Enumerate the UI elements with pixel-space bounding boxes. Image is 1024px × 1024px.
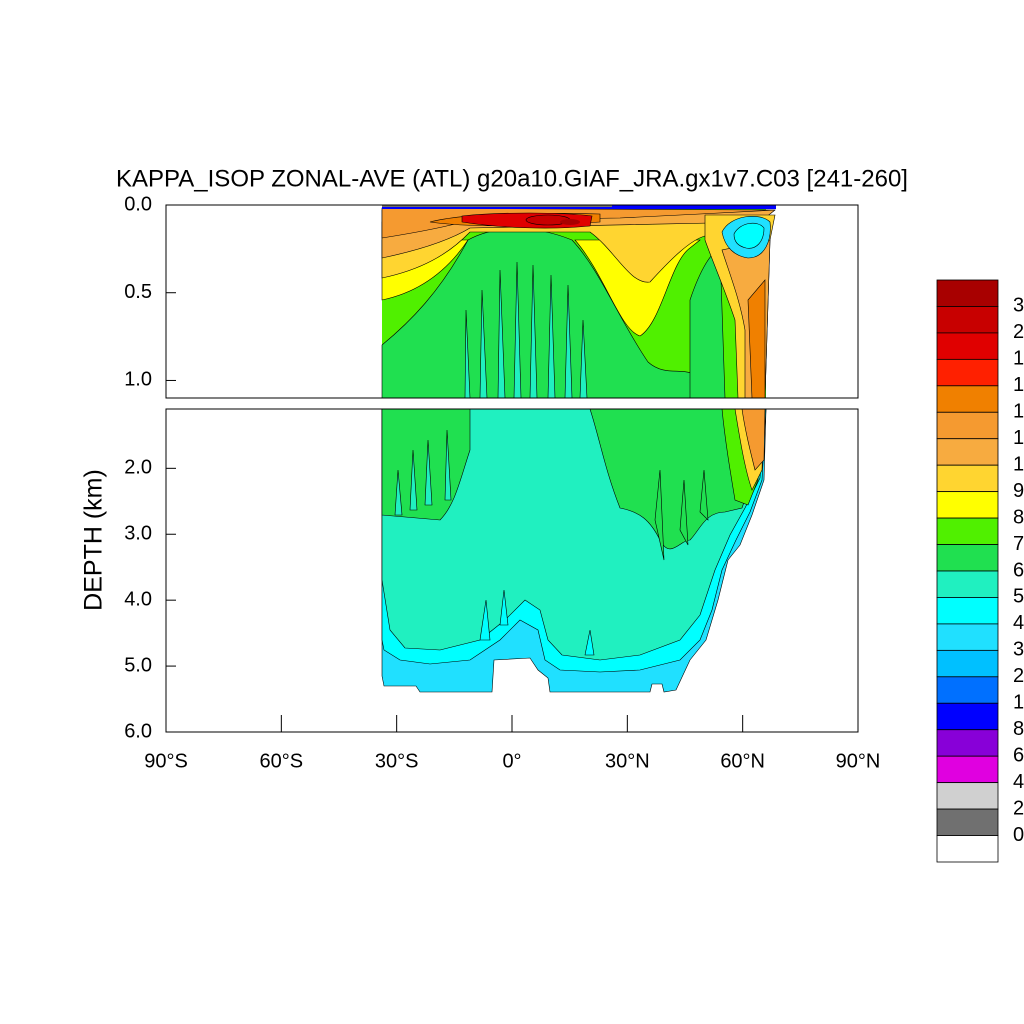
colorbar-label: 1: [1013, 453, 1024, 475]
y-tick-label: 4.0: [124, 588, 152, 610]
field-lower: [381, 409, 767, 693]
layer: [574, 239, 701, 337]
colorbar-label: 9: [1013, 480, 1024, 502]
colorbar-box: [936, 570, 999, 598]
colorbar-label: 1: [1013, 427, 1024, 449]
colorbar-label: 0: [1013, 824, 1024, 846]
colorbar-label: 8: [1013, 506, 1024, 528]
colorbar-box: [936, 306, 999, 334]
layer: [733, 222, 765, 249]
colorbar-box: [936, 438, 999, 466]
colorbar-label: 5: [1013, 586, 1024, 608]
colorbar-box: [936, 411, 999, 440]
streaks: [479, 589, 595, 656]
y-tick-label: 1.0: [124, 369, 152, 391]
x-tick-label: 60°N: [720, 750, 765, 772]
panel-frame: [165, 204, 859, 399]
colorbar-box: [936, 332, 999, 360]
colorbar-label: 1: [1013, 401, 1024, 423]
colorbar-box: [936, 649, 999, 678]
streaks: [464, 261, 588, 398]
x-tick-label: 60°S: [260, 750, 304, 772]
colorbar-box: [936, 358, 999, 387]
colorbar-label: 2: [1013, 665, 1024, 687]
colorbar-box: [936, 279, 999, 307]
colorbar-label: 2: [1013, 321, 1024, 343]
colorbar-box: [936, 782, 999, 810]
chart-title: KAPPA_ISOP ZONAL-AVE (ATL) g20a10.GIAF_J…: [116, 165, 908, 192]
colorbar-box: [936, 385, 999, 413]
y-tick-label: 5.0: [124, 654, 152, 676]
colorbar-label: 8: [1013, 718, 1024, 740]
y-tick-label: 0.0: [124, 193, 152, 215]
streaks: [394, 429, 452, 516]
colorbar-box: [936, 755, 999, 784]
colorbar-box: [936, 808, 999, 836]
colorbar-label: 1: [1013, 692, 1024, 714]
colorbar-label: 7: [1013, 533, 1024, 555]
colorbar-box: [936, 491, 999, 519]
colorbar-label: 3: [1013, 295, 1024, 317]
colorbar-box: [936, 623, 999, 651]
layer: [381, 221, 711, 283]
y-axis-label: DEPTH (km): [80, 469, 108, 611]
colorbar-label: 6: [1013, 744, 1024, 766]
colorbar-label: 2: [1013, 797, 1024, 819]
colorbar-label: 1: [1013, 348, 1024, 370]
colorbar-label: 1: [1013, 374, 1024, 396]
streaks: [654, 469, 709, 561]
colorbar-label: 4: [1013, 771, 1024, 793]
colorbar-box: [936, 597, 999, 625]
colorbar-label: 3: [1013, 639, 1024, 661]
colorbar-box: [936, 517, 999, 545]
y-tick-label: 3.0: [124, 523, 152, 545]
colorbar-box: [936, 702, 999, 731]
colorbar-label: 4: [1013, 612, 1024, 634]
colorbar-box: [936, 464, 999, 493]
colorbar-box: [936, 676, 999, 704]
layer: [382, 205, 612, 207]
y-tick-label: 2.0: [124, 457, 152, 479]
layer: [560, 219, 580, 225]
field-upper: [381, 205, 776, 398]
y-tick-label: 6.0: [124, 720, 152, 742]
colorbar-box: [936, 729, 999, 757]
layer: [747, 279, 766, 398]
layer: [381, 228, 704, 398]
colorbar-label: 6: [1013, 559, 1024, 581]
layer: [741, 409, 766, 471]
x-tick-label: 30°N: [605, 750, 650, 772]
x-tick-label: 90°N: [836, 750, 881, 772]
x-tick-label: 30°S: [375, 750, 419, 772]
x-tick-label: 90°S: [144, 750, 188, 772]
colorbar-box: [936, 544, 999, 572]
x-tick-label: 0°: [502, 750, 521, 772]
y-tick-label: 0.5: [124, 281, 152, 303]
colorbar-box: [936, 835, 999, 863]
